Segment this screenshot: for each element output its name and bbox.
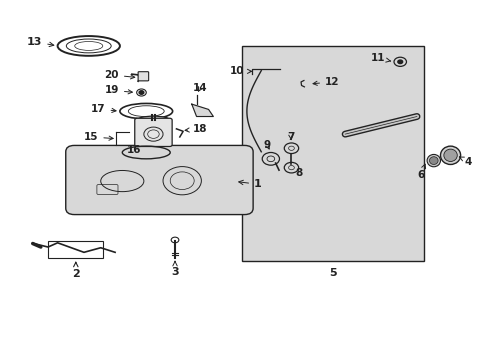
Ellipse shape <box>443 149 456 162</box>
Text: 7: 7 <box>287 132 294 142</box>
Text: 8: 8 <box>294 168 302 177</box>
Text: 13: 13 <box>27 37 54 47</box>
Text: 6: 6 <box>416 164 425 180</box>
Text: 15: 15 <box>83 132 113 142</box>
Text: 20: 20 <box>104 70 135 80</box>
Ellipse shape <box>426 154 440 167</box>
Text: 17: 17 <box>91 104 116 114</box>
Text: 18: 18 <box>185 124 207 134</box>
Ellipse shape <box>137 116 169 124</box>
Ellipse shape <box>428 157 437 165</box>
FancyBboxPatch shape <box>138 72 148 81</box>
Circle shape <box>397 60 402 64</box>
Circle shape <box>139 91 143 94</box>
Text: 11: 11 <box>370 53 390 63</box>
Text: 10: 10 <box>229 66 251 76</box>
Text: 19: 19 <box>104 85 132 95</box>
FancyBboxPatch shape <box>65 145 253 215</box>
Text: 3: 3 <box>171 261 179 278</box>
Text: 14: 14 <box>193 82 207 93</box>
Bar <box>242 46 424 261</box>
Text: 9: 9 <box>264 140 270 150</box>
Text: 1: 1 <box>238 179 261 189</box>
Text: 2: 2 <box>72 262 80 279</box>
Text: 16: 16 <box>126 145 141 156</box>
Ellipse shape <box>440 146 460 165</box>
Text: 5: 5 <box>329 269 336 279</box>
Text: 12: 12 <box>312 77 339 87</box>
Text: 4: 4 <box>459 157 471 167</box>
Bar <box>48 241 103 258</box>
Polygon shape <box>191 104 213 117</box>
FancyBboxPatch shape <box>135 118 172 147</box>
